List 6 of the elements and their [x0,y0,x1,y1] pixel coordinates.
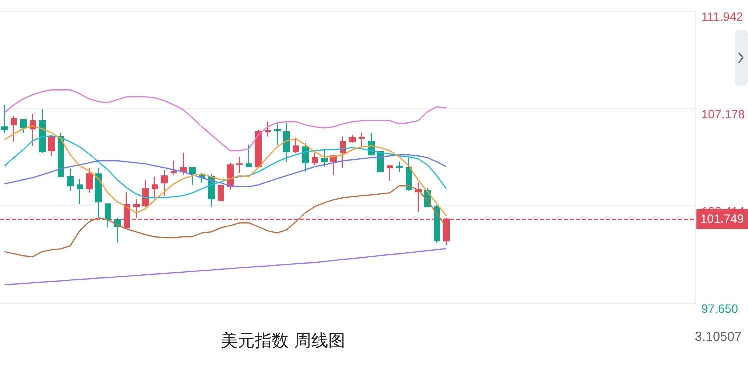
ref-line-label: 101.749 [700,212,744,226]
y-tick-label: 97.650 [702,302,739,316]
y-tick-label: 111.942 [702,10,744,24]
text: 美元指数 周线图 [221,332,346,352]
y-tick-label: 107.178 [702,107,746,122]
text: 3.10507 [695,329,742,344]
